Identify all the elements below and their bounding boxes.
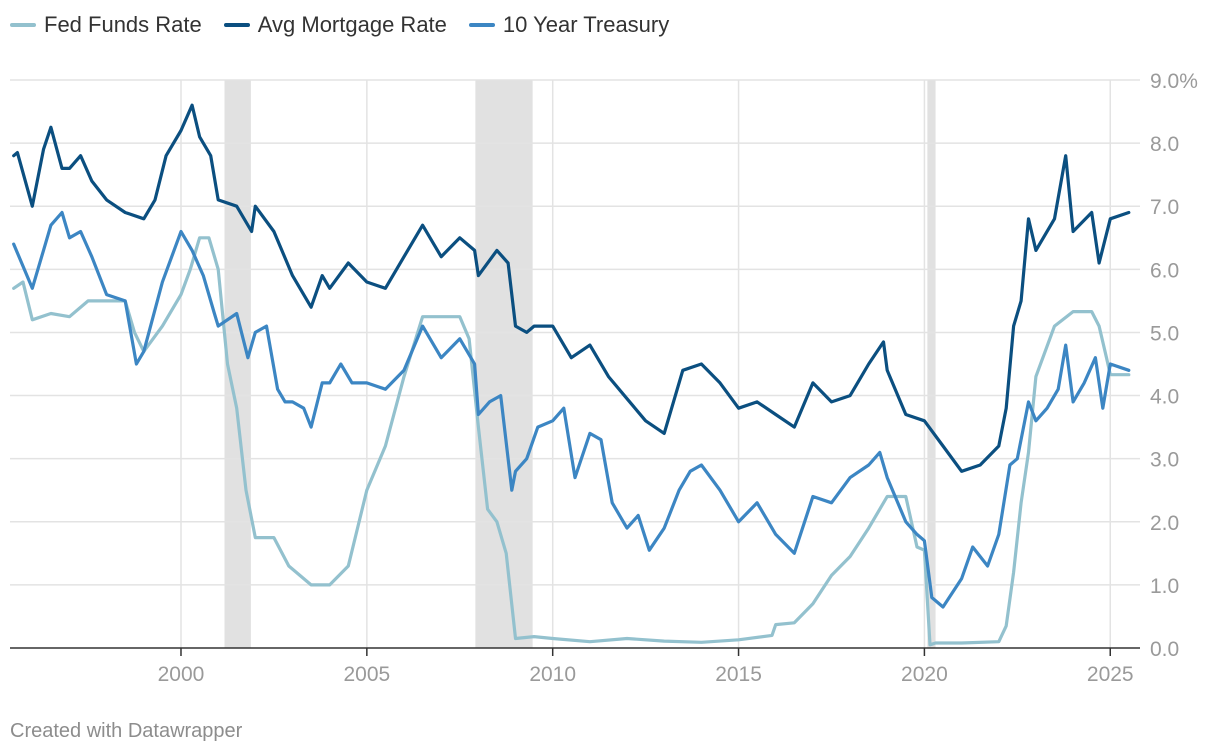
- legend-label-mortgage: Avg Mortgage Rate: [257, 12, 447, 37]
- y-tick-label-0: 0.0: [1150, 638, 1179, 661]
- legend-label-treasury: 10 Year Treasury: [502, 12, 670, 37]
- y-tick-label-2: 2.0: [1150, 512, 1179, 535]
- legend-swatch-fed-funds: [10, 23, 36, 27]
- y-tick-label-1: 1.0: [1150, 575, 1179, 598]
- legend-swatch-mortgage: [223, 23, 250, 27]
- legend-item-fed-funds[interactable]: Fed Funds Rate: [10, 12, 202, 38]
- series-line-treasury: [12, 210, 1131, 609]
- y-tick-label-7: 7.0: [1150, 196, 1179, 219]
- y-tick-label-4: 4.0: [1150, 386, 1179, 409]
- y-tick-label-8: 8.0: [1150, 133, 1179, 156]
- x-tick-label-2: 2010: [529, 663, 576, 686]
- series-line-fed-funds: [12, 236, 1131, 647]
- legend-swatch-treasury: [468, 23, 495, 27]
- x-tick-label-0: 2000: [158, 663, 205, 686]
- series-line-mortgage: [12, 103, 1131, 473]
- recession-band-2: [927, 80, 936, 648]
- legend-label-fed-funds: Fed Funds Rate: [44, 12, 202, 37]
- y-tick-label-9: 9.0%: [1150, 70, 1198, 93]
- chart-legend: Fed Funds Rate Avg Mortgage Rate 10 Year…: [10, 12, 669, 38]
- chart-credit: Created with Datawrapper: [10, 720, 243, 742]
- x-tick-label-5: 2025: [1087, 663, 1134, 686]
- y-tick-label-5: 5.0: [1150, 322, 1179, 345]
- legend-item-treasury[interactable]: 10 Year Treasury: [468, 12, 670, 38]
- x-tick-label-1: 2005: [343, 663, 390, 686]
- recession-band-1: [475, 80, 533, 648]
- x-tick-label-3: 2015: [715, 663, 762, 686]
- legend-item-mortgage[interactable]: Avg Mortgage Rate: [223, 12, 447, 38]
- x-tick-label-4: 2020: [901, 663, 948, 686]
- y-tick-label-3: 3.0: [1150, 449, 1179, 472]
- y-tick-label-6: 6.0: [1150, 259, 1179, 282]
